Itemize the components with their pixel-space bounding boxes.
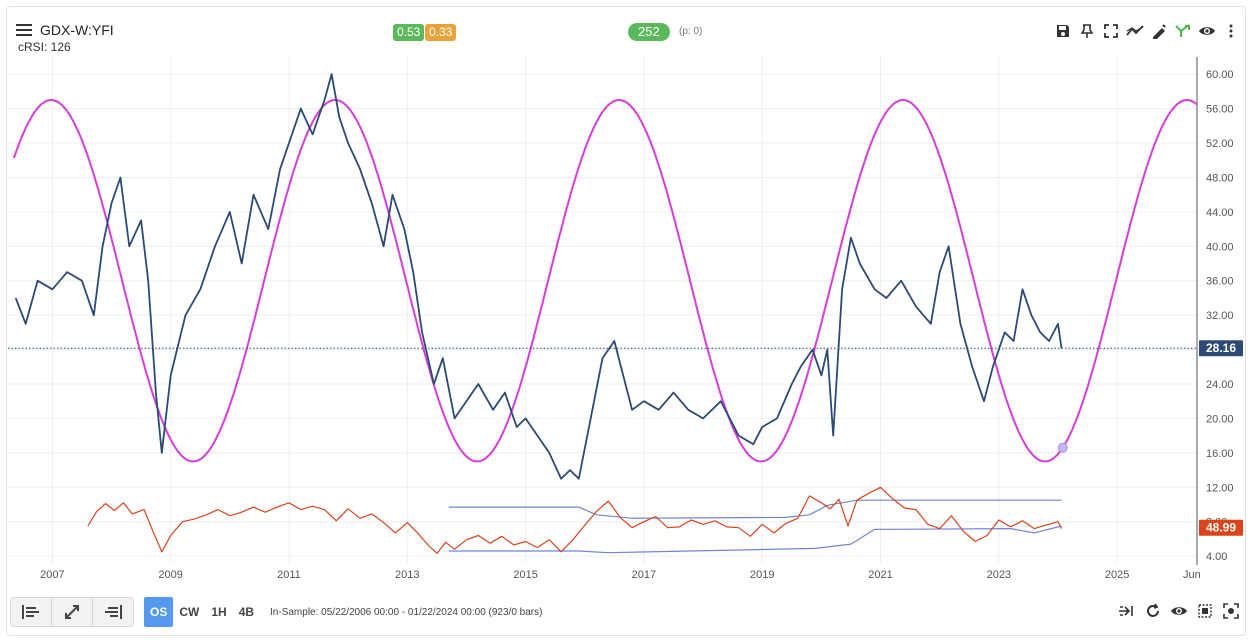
x-tick-label: 2023	[987, 569, 1011, 581]
select-area-icon[interactable]	[1196, 602, 1214, 620]
y-tick-label: 36.00	[1206, 276, 1234, 288]
y-tick-label: 56.00	[1206, 104, 1234, 116]
bars-count-badge: 252	[628, 23, 670, 41]
refresh-icon[interactable]	[1144, 602, 1162, 620]
x-tick-label: 2017	[632, 569, 656, 581]
indicator-subtitle: cRSI: 126	[18, 40, 71, 54]
badge-orange: 0.33	[425, 24, 457, 41]
eye-icon[interactable]	[1198, 22, 1216, 40]
view-button-group	[10, 597, 134, 627]
tab-os[interactable]: OS	[144, 597, 174, 627]
last-price-tag	[1199, 340, 1243, 357]
menu-icon[interactable]	[16, 24, 32, 36]
sample-range-text: In-Sample: 05/22/2006 00:00 - 01/22/2024…	[270, 606, 543, 618]
chart-header: GDX-W:YFI	[16, 22, 114, 38]
y-tick-label: 4.00	[1206, 551, 1227, 563]
y-tick-label: 20.00	[1206, 413, 1234, 425]
badge-green: 0.53	[393, 24, 425, 41]
align-left-button[interactable]	[11, 598, 52, 626]
y-tick-label: 52.00	[1206, 138, 1234, 150]
x-tick-label: 2019	[750, 569, 774, 581]
align-right-button[interactable]	[93, 598, 133, 626]
x-tick-label: 2007	[40, 569, 64, 581]
bottom-bar: OS CW 1H 4B In-Sample: 05/22/2006 00:00 …	[10, 597, 542, 627]
tab-1h[interactable]: 1H	[211, 605, 227, 619]
save-icon[interactable]	[1054, 22, 1072, 40]
x-tick-label: 2009	[158, 569, 182, 581]
y-tick-label: 48.00	[1206, 172, 1234, 184]
x-tick-label: 2011	[277, 569, 301, 581]
upper-band-line	[448, 499, 1062, 519]
indicator-line	[87, 486, 1063, 555]
trend-icon[interactable]	[1126, 22, 1144, 40]
expand-button[interactable]	[52, 598, 93, 626]
price-chart[interactable]: 4.008.0012.0016.0020.0024.0028.0032.0036…	[0, 0, 1252, 590]
y-tick-label: 12.00	[1206, 482, 1234, 494]
y-tick-label: 24.00	[1206, 379, 1234, 391]
top-toolbar	[1054, 22, 1240, 40]
screenshot-icon[interactable]	[1222, 602, 1240, 620]
tab-4b[interactable]: 4B	[238, 605, 255, 619]
chart-frame	[6, 6, 1246, 636]
x-tick-label: 2021	[868, 569, 892, 581]
y-tick-label: 44.00	[1206, 207, 1234, 219]
x-tick-label: 2013	[395, 569, 419, 581]
cycle-marker	[1057, 442, 1068, 453]
price-line	[14, 73, 1063, 480]
branch-icon[interactable]	[1174, 22, 1192, 40]
lower-band-line	[448, 525, 1062, 554]
tab-cw[interactable]: CW	[179, 605, 200, 619]
draw-icon[interactable]	[1150, 22, 1168, 40]
y-tick-label: 16.00	[1206, 448, 1234, 460]
p-value-label: (p: 0)	[679, 26, 703, 37]
last-price-label: 28.16	[1206, 341, 1236, 355]
more-icon[interactable]	[1222, 22, 1240, 40]
symbol-title: GDX-W:YFI	[40, 22, 114, 38]
timeframe-tabs: OS CW 1H 4B	[144, 597, 260, 627]
pin-icon[interactable]	[1078, 22, 1096, 40]
go-to-end-icon[interactable]	[1118, 602, 1136, 620]
cycle-line	[12, 99, 1198, 463]
fullscreen-icon[interactable]	[1102, 22, 1120, 40]
visibility-icon[interactable]	[1170, 602, 1188, 620]
x-tick-label: Jun	[1183, 569, 1201, 581]
last-indicator-tag	[1199, 519, 1243, 536]
y-tick-label: 40.00	[1206, 241, 1234, 253]
y-tick-label: 60.00	[1206, 69, 1234, 81]
last-indicator-label: 48.99	[1206, 521, 1236, 535]
x-tick-label: 2025	[1105, 569, 1129, 581]
bottom-toolbar	[1118, 602, 1240, 620]
y-tick-label: 32.00	[1206, 310, 1234, 322]
x-tick-label: 2015	[513, 569, 537, 581]
